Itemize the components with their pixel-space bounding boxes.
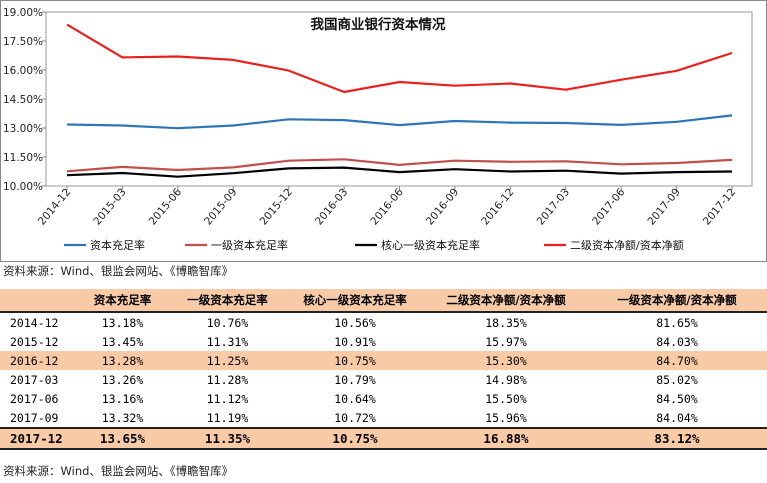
table-cell: 10.91% bbox=[334, 334, 376, 349]
table-cell: 84.04% bbox=[656, 410, 698, 425]
table-header-cell: 核心一级资本充足率 bbox=[285, 289, 425, 312]
table-cell: 15.96% bbox=[485, 410, 527, 425]
table-cell: 84.70% bbox=[587, 351, 767, 370]
y-tick-label: 11.50% bbox=[3, 152, 43, 164]
x-tick-label: 2015-12 bbox=[258, 186, 295, 227]
table-row-label: 2016-12 bbox=[0, 351, 75, 370]
series-line bbox=[66, 166, 733, 178]
table-row-label: 2017-09 bbox=[10, 410, 59, 425]
table-cell: 11.35% bbox=[170, 428, 285, 449]
table-cell: 84.50% bbox=[656, 391, 698, 406]
table-header-cell: 二级资本净额/资本净额 bbox=[425, 289, 587, 312]
table-cell: 13.32% bbox=[101, 410, 144, 425]
x-tick-label: 2015-03 bbox=[91, 186, 128, 227]
x-tick-label: 2017-06 bbox=[590, 186, 628, 228]
table-cell: 11.19% bbox=[206, 410, 249, 425]
table-row-label: 2017-06 bbox=[10, 391, 59, 406]
chart-area: 我国商业银行资本情况 10.00% 11.50% 13.00% 14.50% 16.00%… bbox=[0, 0, 767, 262]
table-row: 2017-03 13.26% 11.28% 10.79% 14.98% 85.02% bbox=[0, 370, 767, 389]
table-cell: 15.30% bbox=[425, 351, 587, 370]
series-line bbox=[66, 158, 733, 173]
series-line bbox=[66, 114, 733, 130]
data-table: 资本充足率 一级资本充足率 核心一级资本充足率 二级资本净额/资本净额 一级资本… bbox=[0, 289, 767, 450]
table-header-row: 资本充足率 一级资本充足率 核心一级资本充足率 二级资本净额/资本净额 一级资本… bbox=[0, 289, 767, 312]
table-cell: 15.97% bbox=[485, 334, 527, 349]
table-header-cell bbox=[0, 289, 75, 312]
table-cell: 10.75% bbox=[285, 428, 425, 449]
x-tick-label: 2017-09 bbox=[645, 186, 682, 227]
table-header-cell: 资本充足率 bbox=[75, 289, 170, 312]
plot-area bbox=[45, 11, 753, 187]
table-cell: 13.18% bbox=[101, 315, 144, 330]
line-chart: 我国商业银行资本情况 10.00% 11.50% 13.00% 14.50% 16.00%… bbox=[0, 0, 767, 262]
table-body: 2014-12 13.18% 10.76% 10.56% 18.35% 81.65% 201… bbox=[0, 312, 767, 449]
legend-label: 核心一级资本充足率 bbox=[381, 238, 480, 252]
legend-label: 资本充足率 bbox=[90, 238, 145, 252]
table-row: 2017-06 13.16% 11.12% 10.64% 15.50% 84.50% bbox=[0, 389, 767, 408]
x-tick-label: 2016-12 bbox=[479, 186, 516, 227]
table-cell: 13.26% bbox=[101, 372, 144, 387]
table-row-label: 2014-12 bbox=[10, 315, 59, 330]
legend-label: 二级资本净额/资本净额 bbox=[570, 238, 684, 252]
table-row-label: 2017-03 bbox=[10, 372, 59, 387]
x-tick-label: 2016-03 bbox=[313, 186, 350, 227]
table-row: 2016-12 13.28% 11.25% 10.75% 15.30% 84.70% bbox=[0, 351, 767, 370]
y-tick-label: 16.00% bbox=[3, 65, 43, 77]
x-tick-label: 2016-06 bbox=[368, 186, 406, 228]
table-cell: 10.56% bbox=[334, 315, 376, 330]
table-row: 2014-12 13.18% 10.76% 10.56% 18.35% 81.65% bbox=[0, 312, 767, 332]
table-cell: 11.31% bbox=[206, 334, 249, 349]
y-tick-label: 13.00% bbox=[3, 123, 43, 135]
table-cell: 13.65% bbox=[75, 428, 170, 449]
table-cell: 18.35% bbox=[485, 315, 527, 330]
y-tick-label: 14.50% bbox=[3, 94, 43, 106]
table-row: 2017-09 13.32% 11.19% 10.72% 15.96% 84.04% bbox=[0, 408, 767, 428]
table-cell: 11.25% bbox=[170, 351, 285, 370]
table-cell: 10.76% bbox=[206, 315, 249, 330]
table-cell: 16.88% bbox=[425, 428, 587, 449]
table-cell: 11.12% bbox=[206, 391, 249, 406]
table-cell: 10.79% bbox=[334, 372, 376, 387]
y-tick-label: 19.00% bbox=[3, 7, 43, 19]
x-tick-label: 2017-12 bbox=[701, 186, 738, 227]
table-cell: 10.75% bbox=[285, 351, 425, 370]
source-note: 资料来源：Wind、银监会网站、《博瞻智库》 bbox=[3, 264, 234, 278]
table-row: 2017-12 13.65% 11.35% 10.75% 16.88% 83.12% bbox=[0, 428, 767, 449]
series-line bbox=[66, 23, 733, 94]
table-row-label: 2017-12 bbox=[0, 428, 75, 449]
table-cell: 10.72% bbox=[334, 410, 376, 425]
source-note-bottom: 资料来源：Wind、银监会网站、《博瞻智库》 bbox=[3, 464, 234, 478]
table-row: 2015-12 13.45% 11.31% 10.91% 15.97% 84.03% bbox=[0, 332, 767, 351]
legend-label: 一级资本充足率 bbox=[211, 238, 288, 252]
table-cell: 14.98% bbox=[485, 372, 527, 387]
table-cell: 11.28% bbox=[206, 372, 249, 387]
table-cell: 81.65% bbox=[656, 315, 698, 330]
table-cell: 83.12% bbox=[587, 428, 767, 449]
table-cell: 84.03% bbox=[656, 334, 698, 349]
x-tick-label: 2016-09 bbox=[424, 186, 461, 227]
table-row-label: 2015-12 bbox=[10, 334, 59, 349]
table-cell: 13.16% bbox=[101, 391, 144, 406]
table-header-cell: 一级资本净额/资本净额 bbox=[587, 289, 767, 312]
x-tick-label: 2015-06 bbox=[147, 186, 185, 228]
table-header-cell: 一级资本充足率 bbox=[170, 289, 285, 312]
table-cell: 13.45% bbox=[101, 334, 144, 349]
table-cell: 13.28% bbox=[75, 351, 170, 370]
y-tick-label: 17.50% bbox=[3, 36, 43, 48]
table-cell: 15.50% bbox=[485, 391, 527, 406]
y-tick-label: 10.00% bbox=[3, 181, 43, 193]
chart-title: 我国商业银行资本情况 bbox=[311, 16, 446, 33]
x-tick-label: 2015-09 bbox=[202, 186, 239, 227]
table-cell: 10.64% bbox=[334, 391, 376, 406]
x-tick-label: 2017-03 bbox=[535, 186, 572, 227]
table-cell: 85.02% bbox=[656, 372, 698, 387]
